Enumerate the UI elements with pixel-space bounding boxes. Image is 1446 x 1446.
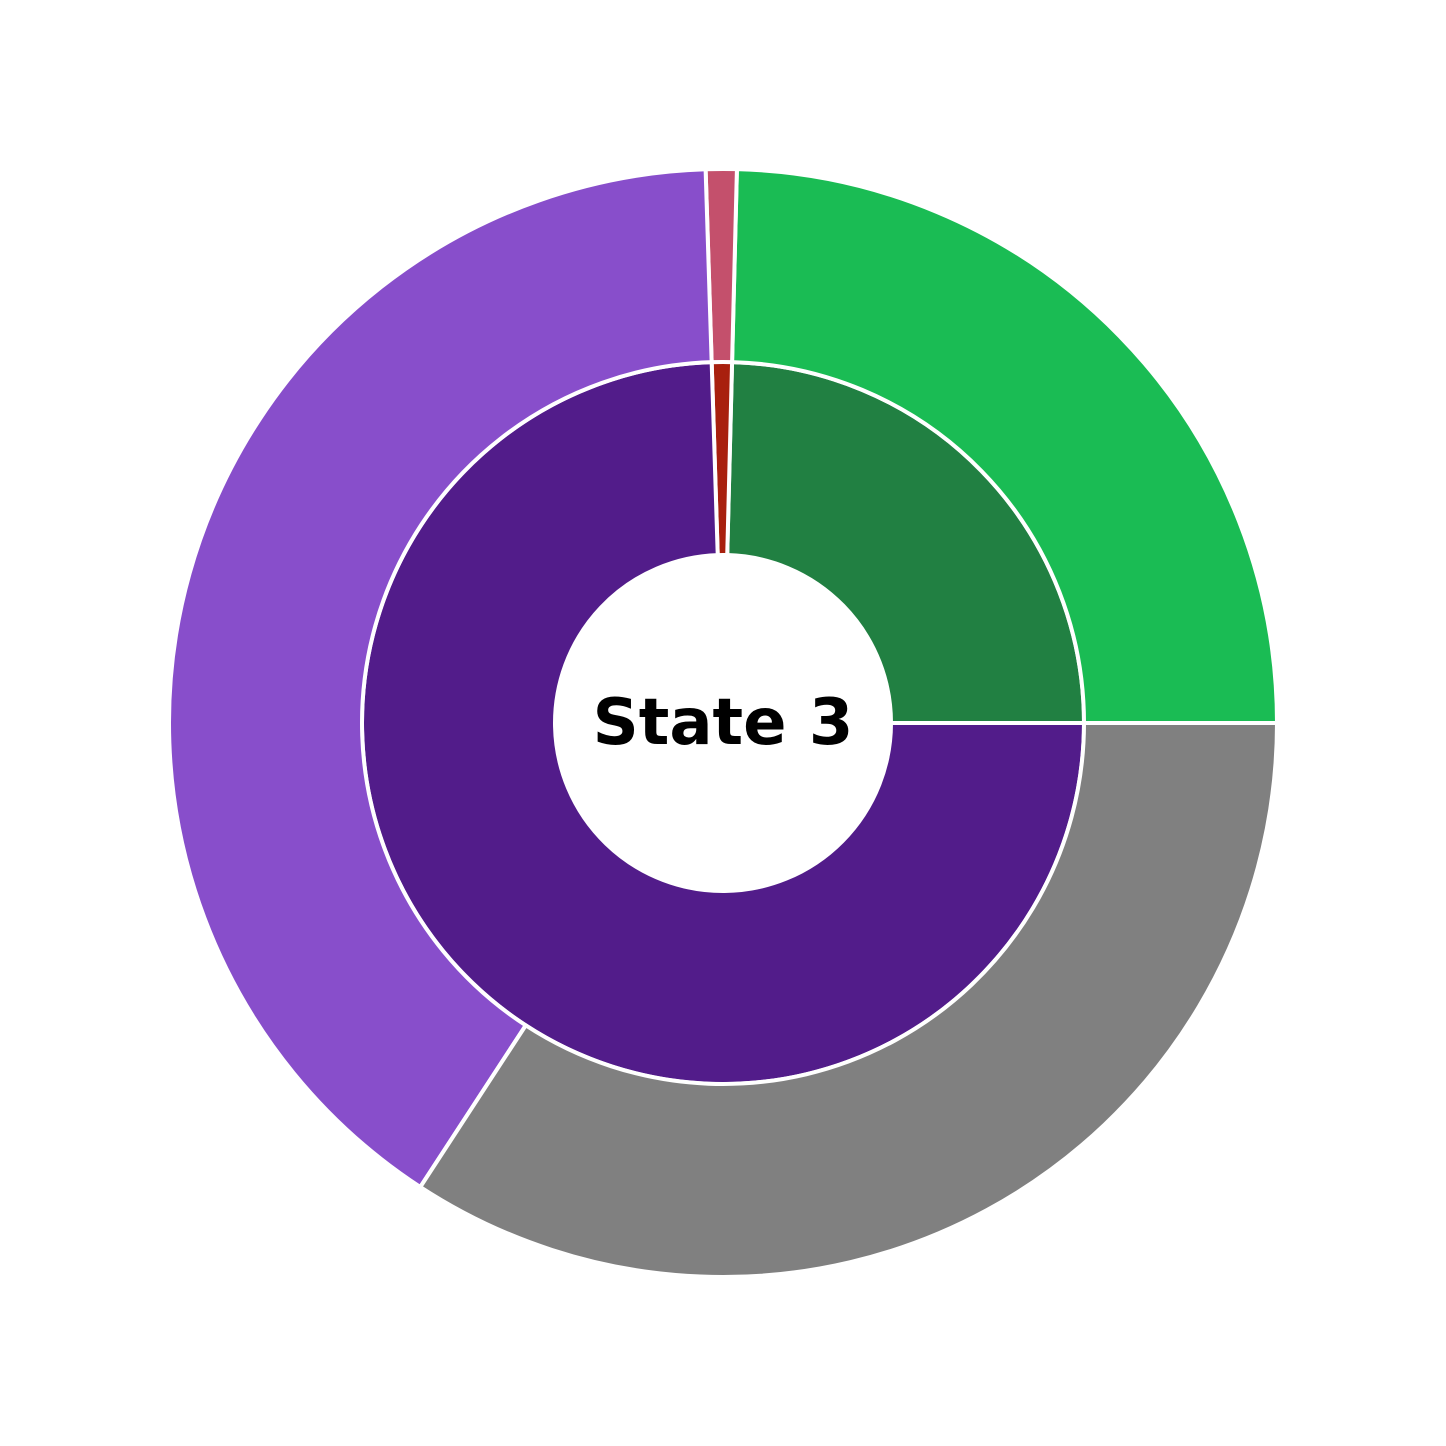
outer-slice-3 [418, 721, 1279, 1279]
outer-slice-0 [730, 167, 1279, 725]
outer-slice-2 [167, 167, 714, 1189]
outer-ring [167, 167, 1279, 1279]
center-label: State 3 [593, 686, 854, 760]
